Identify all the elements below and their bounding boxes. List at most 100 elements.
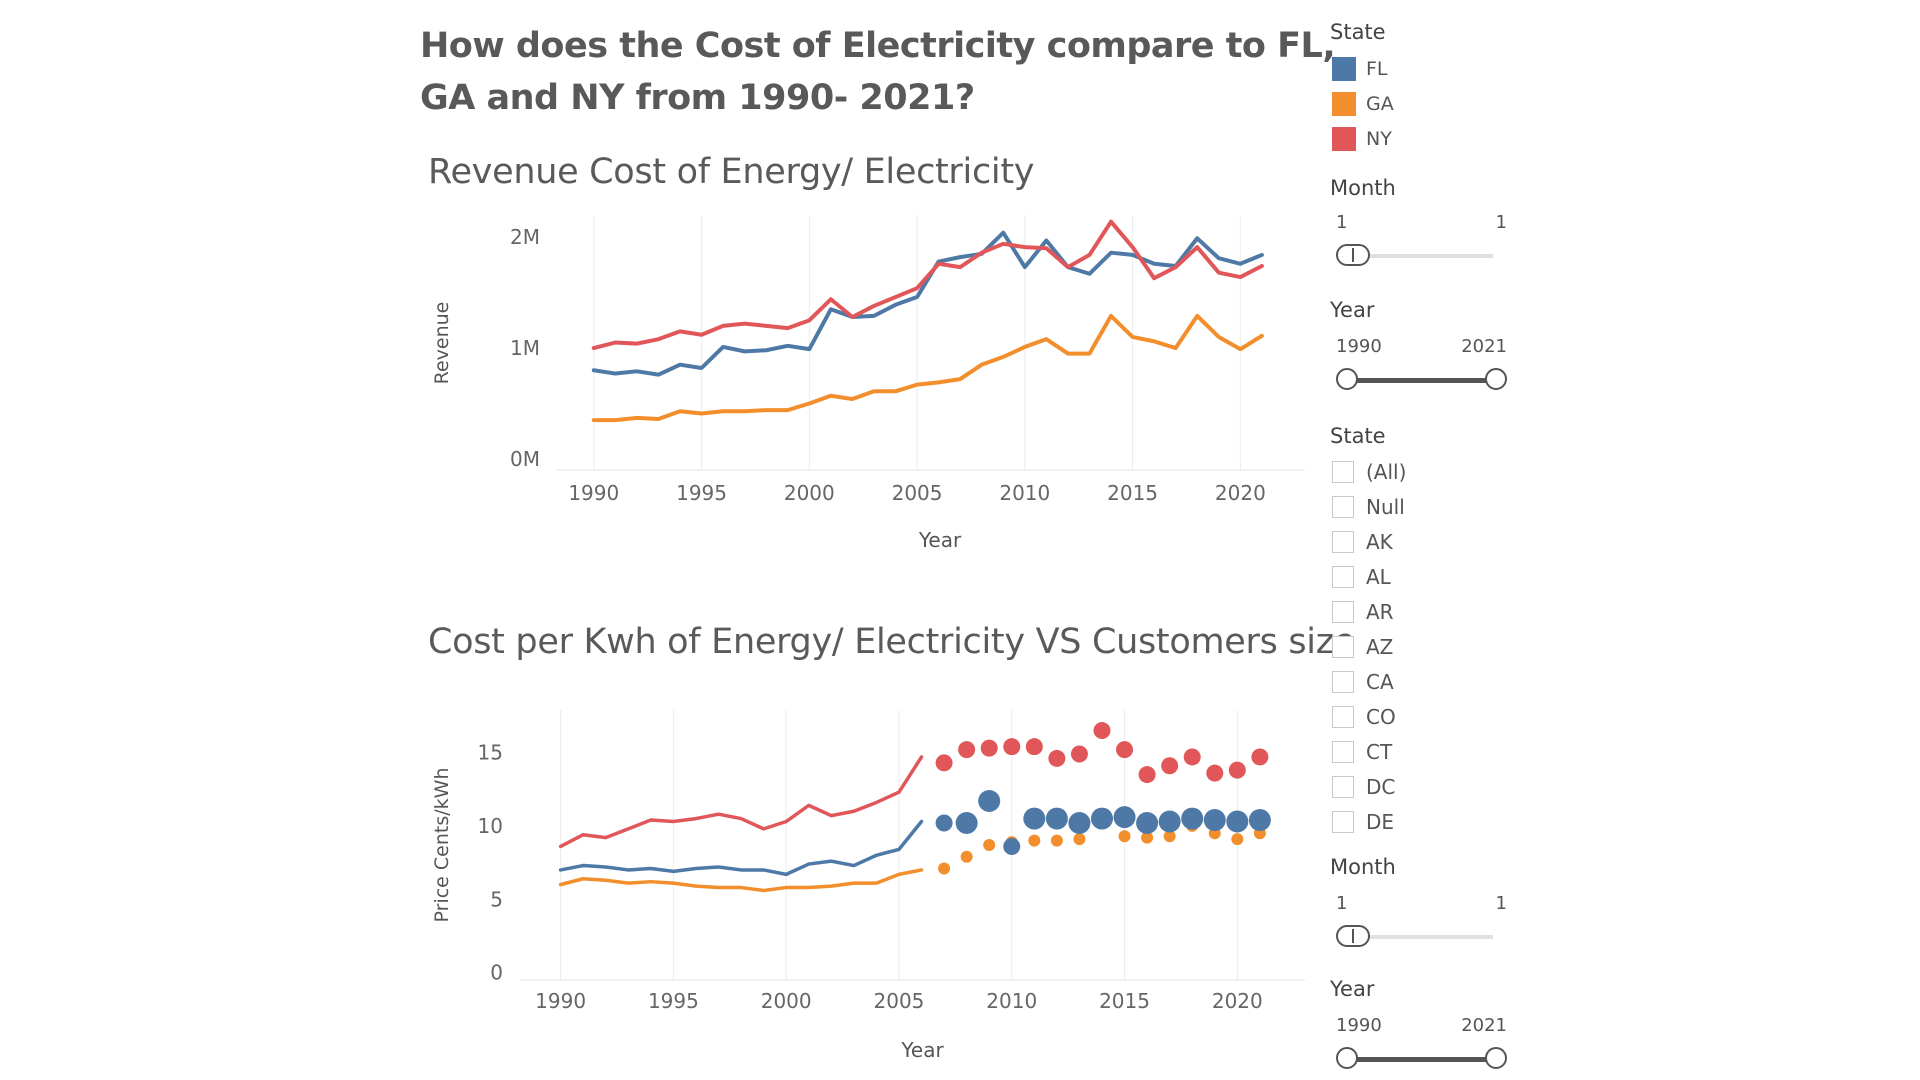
- main-title: How does the Cost of Electricity compare…: [420, 26, 1336, 118]
- month-slider-2-track[interactable]: [1346, 935, 1493, 939]
- x-tick-label: 2015: [1099, 989, 1150, 1013]
- state-option-label: DE: [1366, 810, 1395, 834]
- state-checkbox[interactable]: [1332, 811, 1354, 833]
- legend-item-ny[interactable]: NY: [1332, 126, 1392, 152]
- data-point-fl: [1226, 810, 1249, 833]
- x-tick-label: 2020: [1212, 989, 1263, 1013]
- data-point-fl: [1045, 807, 1068, 830]
- data-point-ga: [1163, 830, 1176, 843]
- series-line-ny: [558, 755, 924, 849]
- x-tick-label: 2020: [1215, 481, 1266, 505]
- state-checkbox[interactable]: [1332, 741, 1354, 763]
- charts-canvas: 1990 1995 2000 2005 2010 2015 2020 0M 1M 2M Year Re…: [431, 215, 1305, 1062]
- x-axis-label: Year: [918, 528, 962, 552]
- data-point-fl: [1113, 806, 1136, 829]
- x-tick-label: 2000: [784, 481, 835, 505]
- month-slider-2-min: 1: [1336, 893, 1348, 914]
- data-point-ny: [1228, 761, 1246, 779]
- state-checkbox[interactable]: [1332, 706, 1354, 728]
- data-point-fl: [1203, 809, 1226, 832]
- state-filter-title: State: [1330, 424, 1386, 448]
- year-slider-1[interactable]: 1990 2021: [1332, 336, 1507, 396]
- state-option[interactable]: AR: [1332, 598, 1394, 626]
- state-option-label: CA: [1366, 670, 1394, 694]
- state-option[interactable]: (All): [1332, 458, 1406, 486]
- data-point-ga: [1028, 834, 1041, 847]
- month-filter-title-1: Month: [1330, 176, 1396, 200]
- state-option[interactable]: DC: [1332, 773, 1395, 801]
- month-slider-1-max: 1: [1495, 212, 1507, 233]
- data-point-fl: [935, 814, 953, 832]
- state-option[interactable]: AL: [1332, 563, 1391, 591]
- legend-title: State: [1330, 20, 1386, 44]
- x-tick-label: 2010: [986, 989, 1037, 1013]
- state-option-label: AL: [1366, 565, 1391, 589]
- year-slider-2-handle-min[interactable]: [1336, 1047, 1358, 1069]
- state-checkbox[interactable]: [1332, 636, 1354, 658]
- x-tick-label: 1995: [676, 481, 727, 505]
- state-checkbox[interactable]: [1332, 601, 1354, 623]
- year-slider-2[interactable]: 1990 2021: [1332, 1015, 1507, 1075]
- x-tick-label: 2000: [761, 989, 812, 1013]
- month-slider-1[interactable]: 1 1: [1332, 212, 1507, 272]
- state-checkbox[interactable]: [1332, 531, 1354, 553]
- data-point-ny: [1025, 738, 1043, 756]
- state-option-label: CT: [1366, 740, 1393, 764]
- data-point-ga: [983, 839, 996, 851]
- state-option[interactable]: CT: [1332, 738, 1392, 766]
- x-tick-label: 2005: [892, 481, 943, 505]
- month-slider-2[interactable]: 1 1: [1332, 893, 1507, 953]
- y-tick-label: 0M: [510, 447, 540, 471]
- year-slider-2-handle-max[interactable]: [1485, 1047, 1507, 1069]
- state-checkbox[interactable]: [1332, 496, 1354, 518]
- state-option[interactable]: AK: [1332, 528, 1393, 556]
- data-point-ny: [1093, 722, 1111, 740]
- year-slider-2-min: 1990: [1336, 1015, 1382, 1036]
- series-line-ga: [591, 313, 1264, 423]
- data-point-fl: [1003, 837, 1021, 855]
- data-point-fl: [1090, 807, 1113, 830]
- series-line-fl: [591, 230, 1264, 377]
- state-option[interactable]: DE: [1332, 808, 1394, 836]
- month-slider-2-handle[interactable]: [1336, 925, 1370, 947]
- data-point-ny: [958, 741, 976, 759]
- year-slider-1-handle-max[interactable]: [1485, 368, 1507, 390]
- data-point-ga: [1050, 834, 1063, 847]
- legend-label-fl: FL: [1366, 58, 1388, 80]
- data-point-ny: [1251, 748, 1269, 766]
- data-point-fl: [1068, 811, 1091, 834]
- data-point-ga: [1118, 830, 1131, 843]
- month-slider-1-track[interactable]: [1346, 254, 1493, 258]
- state-checkbox[interactable]: [1332, 461, 1354, 483]
- data-point-ny: [1048, 749, 1066, 767]
- legend-swatch-fl: [1332, 57, 1356, 81]
- legend-item-ga[interactable]: GA: [1332, 91, 1394, 117]
- x-tick-label: 2010: [999, 481, 1050, 505]
- data-point-ny: [1116, 741, 1134, 759]
- data-point-fl: [1248, 809, 1271, 832]
- data-point-fl: [1136, 811, 1159, 834]
- state-checkbox[interactable]: [1332, 776, 1354, 798]
- year-filter-title-1: Year: [1330, 298, 1375, 322]
- year-slider-1-handle-min[interactable]: [1336, 368, 1358, 390]
- data-point-ny: [935, 754, 953, 772]
- year-slider-2-track[interactable]: [1346, 1057, 1493, 1062]
- legend-item-fl[interactable]: FL: [1332, 56, 1388, 82]
- data-point-ny: [1161, 757, 1179, 775]
- state-option-label: AZ: [1366, 635, 1394, 659]
- month-slider-1-handle[interactable]: [1336, 244, 1370, 266]
- data-point-ny: [1183, 748, 1201, 766]
- y-axis-label: Price Cents/kWh: [431, 768, 453, 923]
- month-filter-title-2: Month: [1330, 855, 1396, 879]
- state-option[interactable]: CA: [1332, 668, 1394, 696]
- state-option[interactable]: Null: [1332, 493, 1405, 521]
- year-slider-1-track[interactable]: [1346, 378, 1493, 383]
- revenue-chart-title: Revenue Cost of Energy/ Electricity: [428, 152, 1035, 192]
- state-option[interactable]: CO: [1332, 703, 1396, 731]
- state-option-label: Null: [1366, 495, 1405, 519]
- state-checkbox[interactable]: [1332, 671, 1354, 693]
- state-option[interactable]: AZ: [1332, 633, 1393, 661]
- data-point-ny: [1070, 745, 1088, 763]
- state-checkbox[interactable]: [1332, 566, 1354, 588]
- x-tick-label: 1990: [568, 481, 619, 505]
